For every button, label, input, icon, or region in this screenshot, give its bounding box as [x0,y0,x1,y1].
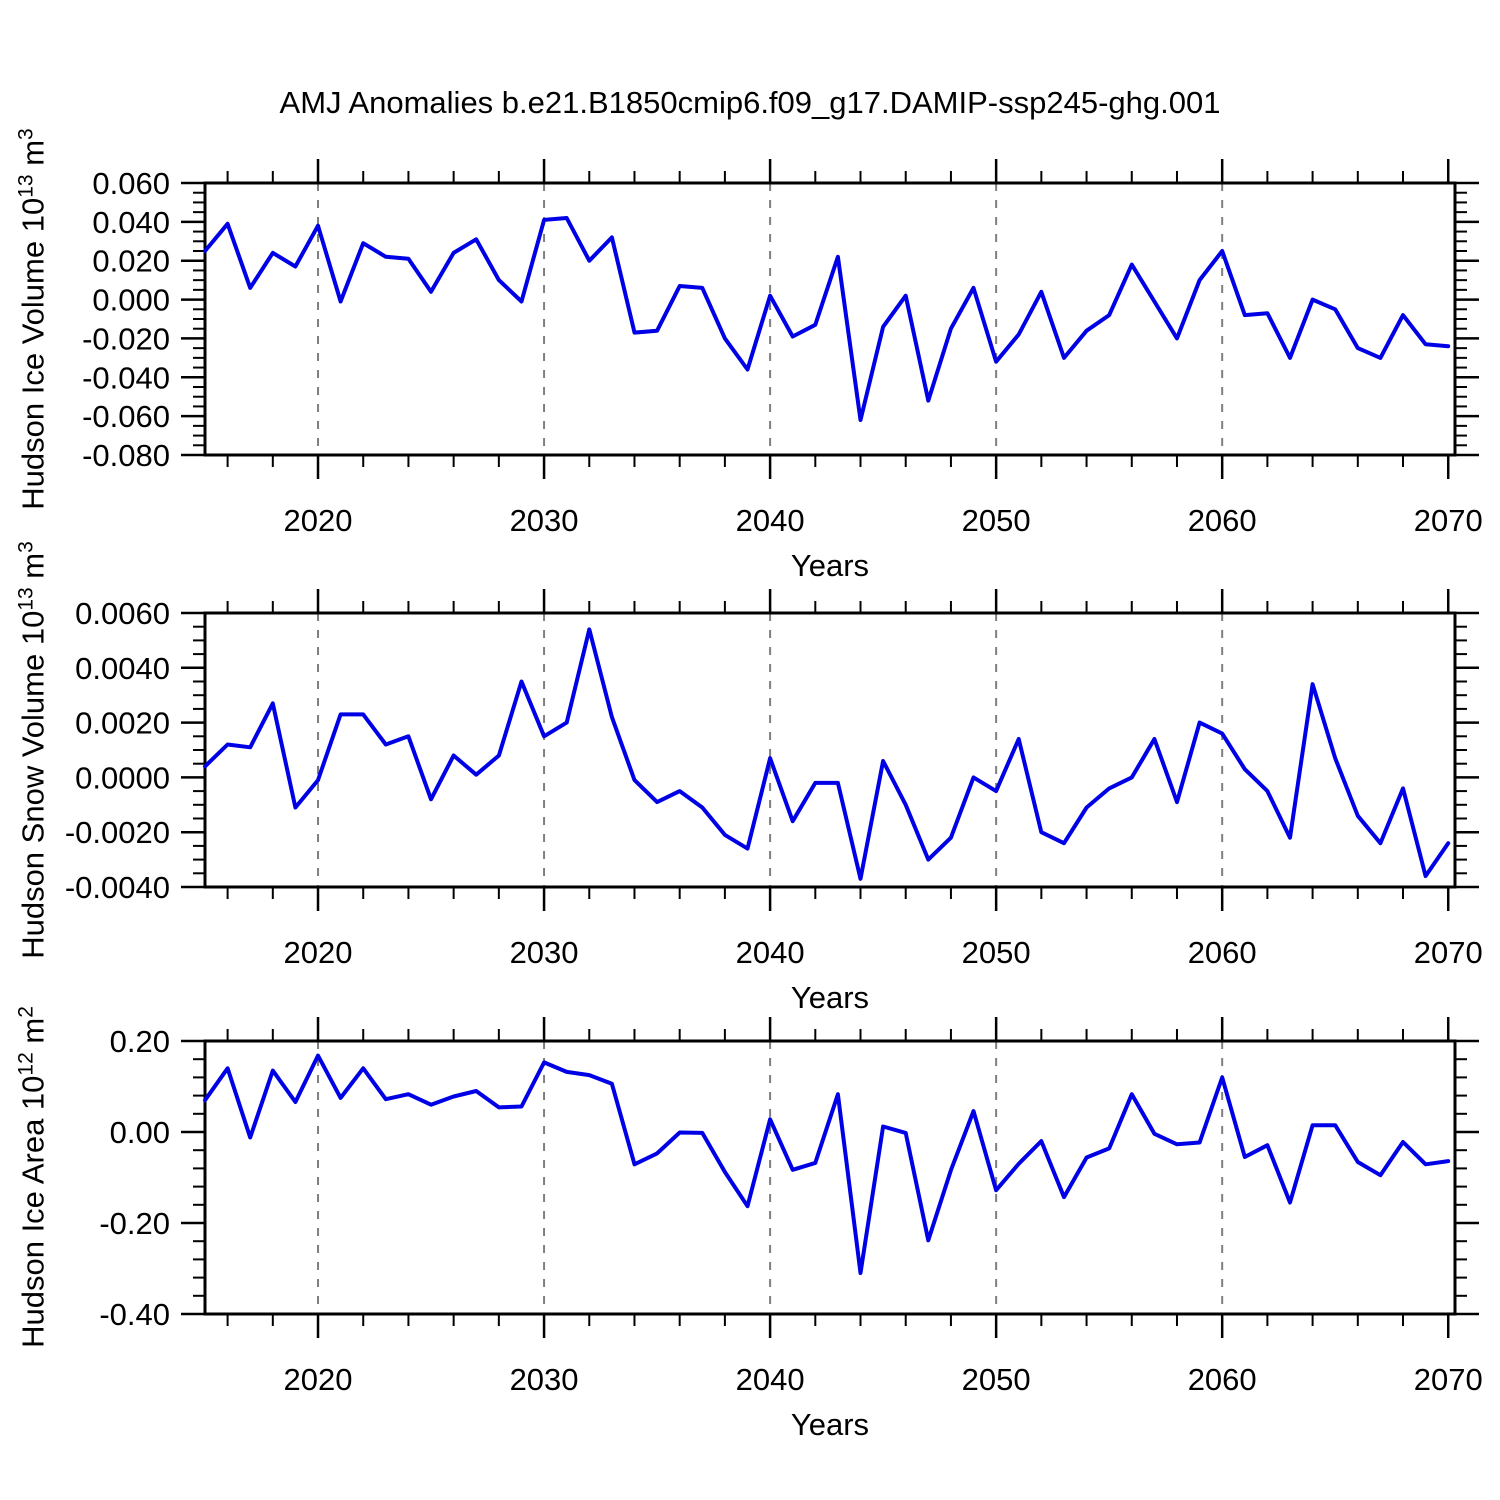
y-tick-label: -0.20 [99,1206,170,1241]
x-tick-label: 2070 [1414,503,1483,538]
panel-border [203,181,1457,457]
y-tick-label: -0.080 [82,438,170,473]
x-tick-label: 2020 [284,503,353,538]
y-tick-label: -0.040 [82,360,170,395]
x-tick-label: 2040 [736,935,805,970]
y-tick-label: 0.0060 [75,596,170,631]
x-axis-title: Years [791,980,869,1015]
data-line-hudson-snow-volume [203,627,1451,881]
x-axis-title: Years [791,548,869,583]
x-tick-label: 2020 [284,935,353,970]
data-line-hudson-ice-area [203,1053,1451,1275]
panel-border [203,611,1457,889]
y-tick-label: 0.20 [110,1024,170,1059]
y-tick-label: 0.0000 [75,760,170,795]
panel-border [203,1039,1457,1316]
y-tick-label: -0.020 [82,321,170,356]
y-tick-label: 0.040 [92,205,170,240]
x-tick-label: 2030 [510,935,579,970]
y-tick-label: 0.060 [92,166,170,201]
x-tick-label: 2060 [1188,503,1257,538]
x-tick-label: 2070 [1414,1362,1483,1397]
y-tick-label: 0.0020 [75,706,170,741]
y-tick-label: 0.0040 [75,651,170,686]
x-tick-label: 2040 [736,1362,805,1397]
y-tick-label: -0.40 [99,1297,170,1332]
x-tick-label: 2050 [962,1362,1031,1397]
x-axis-title: Years [791,1407,869,1442]
x-tick-label: 2040 [736,503,805,538]
x-tick-label: 2030 [510,503,579,538]
x-tick-label: 2030 [510,1362,579,1397]
data-line-hudson-ice-volume [203,216,1451,422]
chart-title: AMJ Anomalies b.e21.B1850cmip6.f09_g17.D… [279,85,1221,120]
y-tick-label: -0.0040 [65,870,170,905]
x-tick-label: 2060 [1188,1362,1257,1397]
x-tick-label: 2060 [1188,935,1257,970]
y-tick-label: 0.020 [92,244,170,279]
y-tick-label: -0.0020 [65,815,170,850]
x-tick-label: 2020 [284,1362,353,1397]
x-tick-label: 2050 [962,935,1031,970]
x-tick-label: 2050 [962,503,1031,538]
y-tick-label: 0.000 [92,283,170,318]
y-tick-label: -0.060 [82,399,170,434]
y-tick-label: 0.00 [110,1115,170,1150]
x-tick-label: 2070 [1414,935,1483,970]
